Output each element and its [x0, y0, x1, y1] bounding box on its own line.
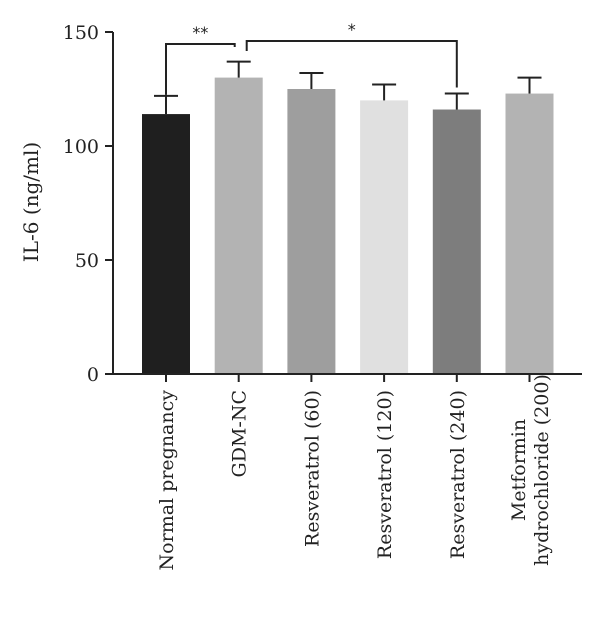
significance-label: * — [348, 20, 356, 39]
bar — [360, 100, 409, 375]
y-axis-title: IL-6 (ng/ml) — [19, 142, 43, 262]
x-tick-label: hydrochloride (200) — [531, 374, 553, 566]
y-tick-label: 50 — [75, 250, 99, 272]
y-ticks-group: 0 50 100 150 — [63, 22, 113, 386]
x-tick-label-group: GDM-NC — [229, 390, 251, 477]
y-tick-label: 0 — [87, 364, 99, 386]
y-tick-label: 150 — [63, 22, 99, 44]
significance-group: ** * — [165, 20, 458, 95]
bar — [214, 77, 263, 374]
bar — [142, 114, 190, 374]
bars-group — [142, 77, 554, 375]
x-tick-label-group: Resveratrol (120) — [374, 390, 396, 559]
x-tick-label: Resveratrol (120) — [374, 390, 396, 559]
x-tick-label: GDM-NC — [229, 390, 251, 477]
significance-bracket — [165, 43, 236, 95]
x-tick-label: Metformin — [508, 419, 530, 521]
significance-label: ** — [192, 23, 208, 42]
y-tick-label: 100 — [63, 136, 99, 158]
x-ticks-group: Normal pregnancy GDM-NC Resveratrol (60) Re… — [156, 374, 553, 570]
x-tick-label: Resveratrol (240) — [447, 390, 469, 559]
error-bars-group — [154, 60, 542, 115]
bar — [287, 89, 336, 374]
x-tick-label-group: Resveratrol (240) — [447, 390, 469, 559]
x-tick-label-group: Metformin hydrochloride (200) — [508, 374, 553, 566]
x-tick-label-group: Normal pregnancy — [156, 390, 178, 571]
x-tick-label: Resveratrol (60) — [301, 390, 323, 547]
x-tick-label: Normal pregnancy — [156, 390, 178, 571]
x-tick-label-group: Resveratrol (60) — [301, 390, 323, 547]
bar — [432, 109, 481, 375]
bar — [505, 93, 554, 374]
significance-bracket — [245, 40, 458, 88]
